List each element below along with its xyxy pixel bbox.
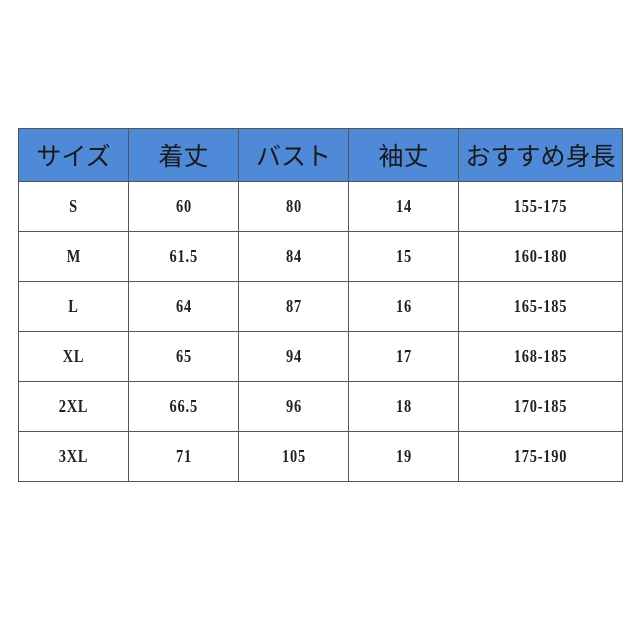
cell-text: 80 — [285, 196, 302, 216]
cell-length: 60 — [128, 181, 239, 232]
cell-text: 19 — [395, 446, 412, 466]
header-sleeve: 袖丈 — [348, 128, 459, 182]
cell-recommended-height: 170-185 — [458, 381, 623, 432]
cell-text: 165-185 — [513, 296, 568, 316]
cell-size: 3XL — [18, 431, 129, 482]
cell-sleeve: 14 — [348, 181, 459, 232]
table-row: L 64 87 16 165-185 — [18, 281, 623, 332]
header-bust: バスト — [238, 128, 349, 182]
header-length: 着丈 — [128, 128, 239, 182]
cell-bust: 80 — [238, 181, 349, 232]
cell-recommended-height: 165-185 — [458, 281, 623, 332]
cell-size: 2XL — [18, 381, 129, 432]
cell-text: 15 — [395, 246, 412, 266]
table-row: M 61.5 84 15 160-180 — [18, 231, 623, 282]
size-chart-table: サイズ 着丈 バスト 袖丈 おすすめ身長 S 60 80 14 155-175 M 61.5… — [18, 128, 623, 482]
cell-recommended-height: 168-185 — [458, 331, 623, 382]
header-recommended-height: おすすめ身長 — [458, 128, 623, 182]
table-row: S 60 80 14 155-175 — [18, 181, 623, 232]
cell-sleeve: 19 — [348, 431, 459, 482]
cell-text: 170-185 — [513, 396, 568, 416]
table-row: 3XL 71 105 19 175-190 — [18, 431, 623, 482]
cell-text: M — [66, 246, 81, 266]
cell-length: 65 — [128, 331, 239, 382]
table-row: XL 65 94 17 168-185 — [18, 331, 623, 382]
cell-text: 2XL — [58, 396, 89, 416]
table-row: 2XL 66.5 96 18 170-185 — [18, 381, 623, 432]
cell-bust: 84 — [238, 231, 349, 282]
header-row: サイズ 着丈 バスト 袖丈 おすすめ身長 — [18, 128, 623, 182]
cell-text: 65 — [175, 346, 192, 366]
cell-text: 168-185 — [513, 346, 568, 366]
cell-sleeve: 16 — [348, 281, 459, 332]
cell-text: S — [69, 196, 78, 216]
cell-text: 61.5 — [169, 246, 198, 266]
cell-recommended-height: 175-190 — [458, 431, 623, 482]
cell-text: 105 — [281, 446, 306, 466]
cell-recommended-height: 160-180 — [458, 231, 623, 282]
cell-text: 71 — [175, 446, 192, 466]
header-size: サイズ — [18, 128, 129, 182]
cell-recommended-height: 155-175 — [458, 181, 623, 232]
cell-text: 64 — [175, 296, 192, 316]
cell-text: 17 — [395, 346, 412, 366]
cell-length: 66.5 — [128, 381, 239, 432]
cell-size: S — [18, 181, 129, 232]
cell-text: 160-180 — [513, 246, 568, 266]
cell-bust: 96 — [238, 381, 349, 432]
cell-text: 87 — [285, 296, 302, 316]
cell-text: L — [68, 296, 79, 316]
cell-text: XL — [62, 346, 85, 366]
cell-text: 18 — [395, 396, 412, 416]
cell-size: XL — [18, 331, 129, 382]
cell-bust: 94 — [238, 331, 349, 382]
cell-sleeve: 15 — [348, 231, 459, 282]
cell-text: 155-175 — [513, 196, 568, 216]
cell-text: 3XL — [58, 446, 89, 466]
cell-text: 175-190 — [513, 446, 568, 466]
cell-size: M — [18, 231, 129, 282]
cell-length: 61.5 — [128, 231, 239, 282]
cell-sleeve: 17 — [348, 331, 459, 382]
cell-text: 60 — [175, 196, 192, 216]
cell-length: 64 — [128, 281, 239, 332]
cell-text: 66.5 — [169, 396, 198, 416]
cell-text: 84 — [285, 246, 302, 266]
cell-bust: 87 — [238, 281, 349, 332]
cell-sleeve: 18 — [348, 381, 459, 432]
cell-text: 16 — [395, 296, 412, 316]
cell-size: L — [18, 281, 129, 332]
cell-length: 71 — [128, 431, 239, 482]
cell-text: 14 — [395, 196, 412, 216]
cell-text: 96 — [285, 396, 302, 416]
cell-bust: 105 — [238, 431, 349, 482]
cell-text: 94 — [285, 346, 302, 366]
